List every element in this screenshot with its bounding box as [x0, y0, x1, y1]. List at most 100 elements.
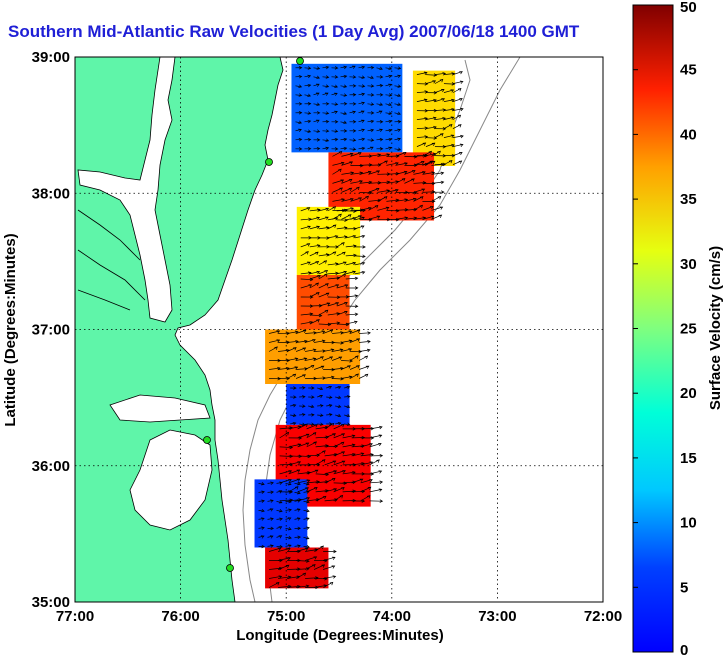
lon-tick-label: 73:00: [478, 608, 516, 625]
velocity-vector: [279, 431, 290, 439]
velocity-vector: [443, 89, 455, 93]
velocity-vector: [308, 395, 315, 399]
colorbar-tick-label: 35: [680, 191, 697, 208]
velocity-vector: [369, 425, 383, 430]
velocity-vector: [336, 208, 348, 213]
velocity-vector: [431, 162, 445, 167]
velocity-cell: [286, 384, 350, 425]
velocity-vector: [422, 190, 436, 194]
velocity-vector: [326, 395, 333, 399]
velocity-vector: [306, 432, 317, 439]
velocity-vector: [369, 480, 384, 484]
velocity-vector: [340, 111, 348, 115]
velocity-vector: [269, 558, 283, 563]
radar-site: [265, 158, 273, 166]
velocity-vector: [317, 404, 324, 408]
velocity-vector: [326, 413, 333, 417]
velocity-vector: [268, 339, 281, 343]
velocity-vector: [331, 137, 339, 142]
velocity-vector: [422, 206, 434, 211]
velocity-vector: [340, 93, 348, 97]
velocity-vector: [386, 209, 400, 213]
velocity-vector: [345, 261, 357, 266]
velocity-vector: [368, 215, 381, 220]
velocity-vector: [358, 75, 366, 79]
velocity-vector: [313, 564, 326, 570]
velocity-vector: [340, 102, 348, 106]
velocity-vector: [295, 102, 303, 106]
velocity-vector: [324, 422, 335, 430]
velocity-vector: [394, 93, 401, 97]
velocity-vector: [359, 348, 371, 353]
velocity-vector: [331, 84, 339, 88]
velocity-vector: [395, 151, 407, 157]
velocity-vector: [331, 356, 343, 361]
velocity-vector: [322, 102, 330, 106]
velocity-vector: [416, 117, 428, 121]
velocity-vector: [309, 225, 320, 230]
velocity-vector: [336, 261, 347, 266]
velocity-vector: [416, 98, 428, 102]
velocity-vector: [345, 253, 357, 258]
velocity-vector: [354, 261, 366, 266]
velocity-vector: [367, 111, 375, 115]
velocity-vector: [434, 78, 444, 84]
velocity-vector: [434, 133, 444, 138]
colorbar-tick-label: 10: [680, 515, 697, 532]
velocity-vector: [359, 331, 371, 335]
velocity-vector: [413, 161, 425, 166]
velocity-vector: [303, 526, 310, 530]
velocity-vector: [452, 143, 464, 147]
velocity-vector: [376, 102, 384, 106]
velocity-vector: [416, 90, 429, 94]
velocity-vector: [394, 74, 401, 79]
velocity-vector: [425, 73, 438, 77]
velocity-vector: [317, 413, 324, 417]
velocity-vector: [434, 72, 447, 76]
lon-tick-label: 76:00: [161, 608, 199, 625]
velocity-vector: [326, 404, 333, 408]
velocity-vector: [340, 74, 348, 79]
velocity-vector: [359, 206, 372, 211]
velocity-vector: [304, 129, 312, 133]
velocity-vector: [332, 179, 345, 184]
velocity-vector: [422, 171, 436, 175]
velocity-vector: [376, 66, 383, 70]
velocity-vector: [322, 556, 336, 561]
colorbar-tick-label: 0: [680, 642, 688, 659]
y-axis-label: Latitude (Degrees:Minutes): [2, 233, 19, 426]
velocity-vector: [317, 386, 324, 391]
velocity-vector: [425, 80, 437, 84]
velocity-vector: [350, 163, 364, 168]
velocity-vector: [304, 74, 312, 79]
velocity-vector: [327, 206, 337, 212]
velocity-vector: [349, 129, 357, 133]
velocity-vector: [313, 545, 324, 552]
velocity-vector: [452, 87, 462, 93]
velocity-vector: [327, 251, 337, 257]
velocity-vector: [367, 84, 375, 88]
velocity-vector: [258, 517, 265, 521]
velocity-vector: [385, 146, 392, 150]
velocity-vector: [434, 117, 446, 121]
velocity-vector: [376, 128, 383, 132]
velocity-vector: [358, 146, 366, 151]
velocity-vector: [331, 92, 338, 96]
velocity-vector: [309, 319, 320, 325]
colorbar-tick-label: 30: [680, 256, 697, 273]
velocity-vector: [327, 284, 340, 289]
velocity-vector: [349, 365, 360, 370]
velocity-vector: [304, 137, 312, 142]
velocity-vector: [335, 422, 342, 426]
lat-tick-label: 36:00: [32, 458, 70, 475]
velocity-vector: [413, 196, 424, 202]
velocity-vector: [345, 294, 359, 298]
velocity-vector: [267, 526, 275, 531]
velocity-vector: [277, 564, 290, 570]
velocity-vector: [267, 481, 274, 485]
velocity-vector: [315, 450, 326, 457]
velocity-vector: [369, 453, 384, 458]
velocity-vector: [313, 75, 320, 79]
velocity-vector: [278, 556, 291, 561]
velocity-vector: [318, 270, 329, 275]
